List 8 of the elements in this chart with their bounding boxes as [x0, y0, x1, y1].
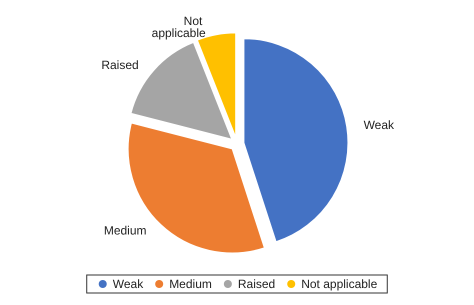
- slice-label: Weak: [364, 118, 396, 132]
- slice-label: Raised: [101, 58, 139, 72]
- slice-label: Medium: [104, 224, 147, 238]
- slice-label: Not applicable: [152, 14, 206, 40]
- legend-label: Not applicable: [301, 277, 378, 291]
- legend-label: Raised: [238, 277, 276, 291]
- legend-label: Weak: [112, 277, 144, 291]
- legend-label: Medium: [169, 277, 212, 291]
